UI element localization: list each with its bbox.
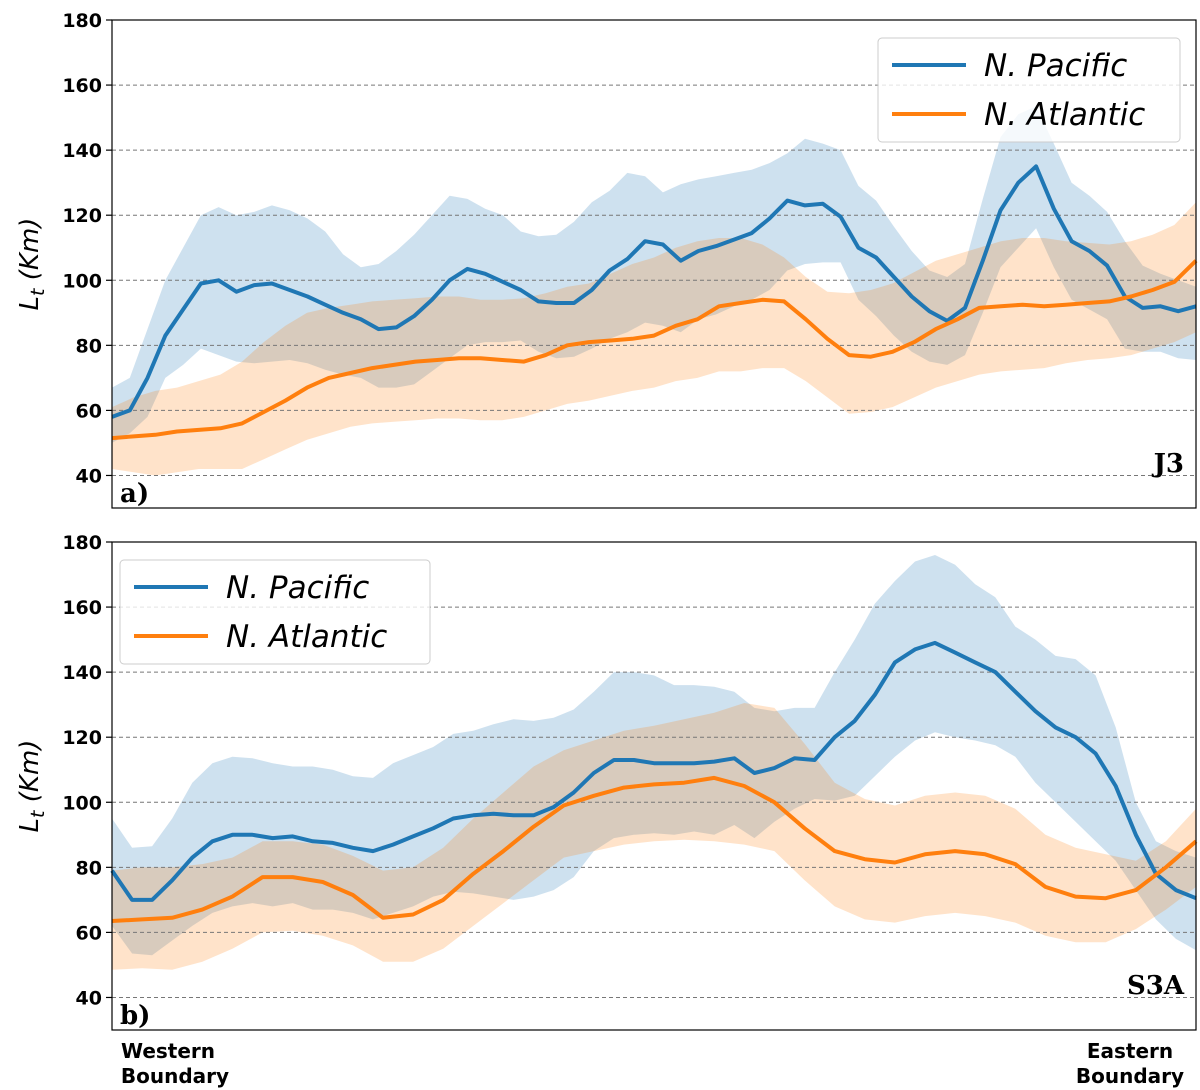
panel-b-grid: [112, 541, 1196, 998]
panel-b-ylabel-unit: (Km): [15, 740, 45, 811]
panel-a-mission: J3: [1152, 449, 1184, 479]
y-tick-label: 180: [62, 532, 102, 554]
panel-b-frame: [111, 541, 1197, 1031]
panel-b-bands: [112, 555, 1196, 970]
panel-a-yticks: 40 60 80 100 120 140 160 180: [62, 10, 112, 487]
series-line-pacific: [110, 640, 1197, 902]
legend-label-pacific: N. Pacific: [984, 48, 1127, 84]
x-label-western: Western: [121, 1039, 215, 1063]
y-tick-label: 160: [62, 75, 102, 97]
panel-b-label: b): [120, 1001, 150, 1031]
y-tick-label: 140: [62, 662, 102, 684]
panel-a-ylabel-sub: t: [27, 287, 49, 296]
panel-a: 40 60 80 100 120 140 160 180 Lt (Km) a) J3 N. P…: [15, 10, 1198, 509]
legend-label-atlantic: N. Atlantic: [984, 97, 1145, 133]
y-tick-label: 120: [62, 727, 102, 749]
panel-b-mission: S3A: [1127, 971, 1185, 1001]
x-label-eastern-boundary: Boundary: [1076, 1064, 1184, 1088]
panel-b-legend: N. Pacific N. Atlantic: [119, 559, 431, 665]
panel-a-ylabel-unit: (Km): [15, 218, 45, 289]
series-line-atlantic: [111, 259, 1198, 441]
panel-a-bands: [112, 106, 1196, 476]
band-atlantic: [112, 202, 1196, 476]
y-tick-label: 60: [76, 922, 102, 944]
panel-b-ylabel: Lt (Km): [15, 740, 49, 833]
y-tick-label: 160: [62, 597, 102, 619]
y-tick-label: 80: [76, 335, 102, 357]
band-atlantic: [112, 703, 1196, 970]
panel-b-yticks: 40 60 80 100 120 140 160 180: [62, 532, 112, 1009]
panel-b-lines: [110, 640, 1198, 923]
panel-b-ylabel-sub: t: [27, 809, 49, 818]
panel-a-label: a): [120, 479, 149, 509]
panel-a-legend: N. Pacific N. Atlantic: [877, 37, 1181, 143]
y-tick-label: 60: [76, 400, 102, 422]
panel-a-ylabel: Lt (Km): [15, 218, 49, 311]
band-pacific: [112, 106, 1196, 443]
y-tick-label: 40: [76, 465, 102, 487]
legend-label-atlantic: N. Atlantic: [226, 619, 387, 655]
y-tick-label: 140: [62, 140, 102, 162]
panel-b: 40 60 80 100 120 140 160 180 Lt (Km) b) S3A N. …: [15, 532, 1198, 1031]
y-tick-label: 100: [62, 270, 102, 292]
panel-a-lines: [111, 164, 1198, 441]
y-tick-label: 80: [76, 857, 102, 879]
panel-a-ylabel-main: L: [15, 296, 45, 311]
panel-b-ylabel-main: L: [15, 818, 45, 833]
panel-a-frame: [111, 19, 1197, 509]
series-line-atlantic: [111, 775, 1198, 923]
y-tick-label: 180: [62, 10, 102, 32]
x-label-western-boundary: Boundary: [121, 1064, 229, 1088]
band-pacific: [112, 555, 1196, 956]
y-tick-label: 120: [62, 205, 102, 227]
x-label-eastern: Eastern: [1087, 1039, 1173, 1063]
legend-label-pacific: N. Pacific: [226, 570, 369, 606]
y-tick-label: 100: [62, 792, 102, 814]
y-tick-label: 40: [76, 987, 102, 1009]
series-line-pacific: [111, 164, 1197, 419]
